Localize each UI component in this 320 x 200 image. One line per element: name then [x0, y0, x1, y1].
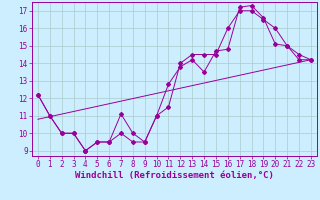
X-axis label: Windchill (Refroidissement éolien,°C): Windchill (Refroidissement éolien,°C) [75, 171, 274, 180]
